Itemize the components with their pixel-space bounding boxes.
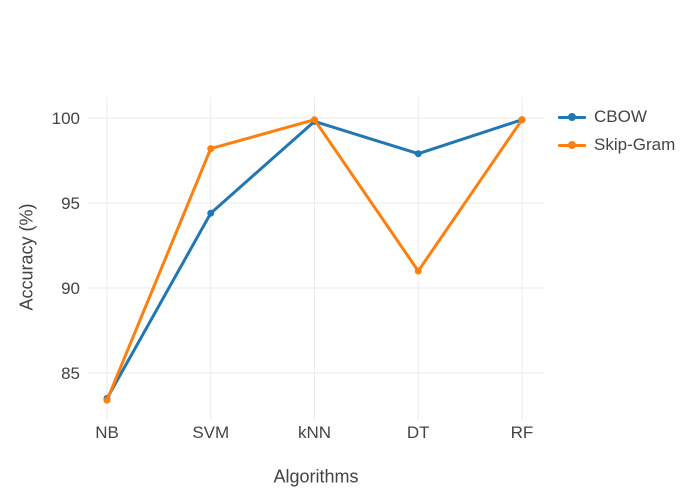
data-point-skip-gram-RF — [518, 116, 526, 124]
legend: CBOW Skip-Gram — [558, 107, 675, 155]
legend-item-cbow[interactable]: CBOW — [558, 107, 675, 127]
data-point-skip-gram-NB — [103, 396, 111, 404]
svg-text:95: 95 — [61, 194, 80, 213]
y-tick-labels: 85 90 95 100 — [52, 109, 80, 383]
cbow-marker-icon — [568, 113, 576, 121]
series-skip-gram — [103, 116, 526, 404]
legend-label-cbow: CBOW — [594, 106, 647, 126]
skipgram-marker-icon — [568, 141, 576, 149]
y-axis-title: Accuracy (%) — [16, 203, 37, 311]
svg-text:RF: RF — [511, 423, 534, 442]
svg-text:DT: DT — [407, 423, 430, 442]
svg-text:90: 90 — [61, 279, 80, 298]
svg-text:SVM: SVM — [192, 423, 229, 442]
gridlines — [88, 97, 544, 420]
svg-text:100: 100 — [52, 109, 80, 128]
data-point-cbow-SVM — [207, 209, 215, 217]
skipgram-line-sample — [558, 141, 586, 149]
x-axis-title: Algorithms — [273, 466, 359, 487]
data-point-skip-gram-DT — [414, 267, 422, 275]
svg-text:NB: NB — [95, 423, 119, 442]
cbow-line-sample — [558, 113, 586, 121]
svg-text:kNN: kNN — [298, 423, 331, 442]
legend-label-skipgram: Skip-Gram — [594, 134, 676, 154]
data-point-cbow-DT — [414, 150, 422, 158]
data-point-skip-gram-kNN — [311, 116, 318, 124]
x-tick-labels: NB SVM kNN DT RF — [95, 423, 533, 442]
data-point-skip-gram-SVM — [207, 145, 215, 153]
legend-item-skipgram[interactable]: Skip-Gram — [558, 135, 675, 155]
svg-text:85: 85 — [61, 364, 80, 383]
